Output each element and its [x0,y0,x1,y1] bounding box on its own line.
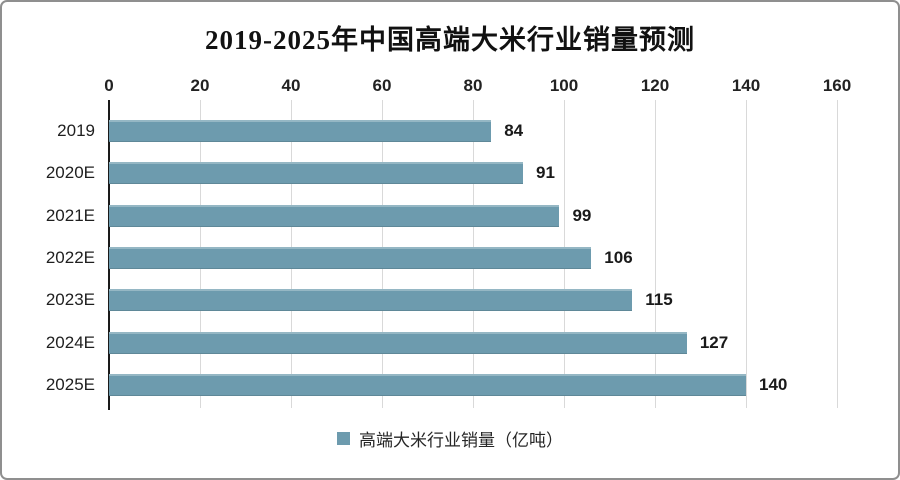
value-label: 84 [504,121,524,141]
value-label: 99 [572,205,592,225]
value-label: 127 [699,332,729,352]
bar-row: 2022E 106 [46,237,837,279]
x-tick-label: 60 [372,76,392,95]
bar-2019 [109,120,492,143]
legend: 高端大米行业销量（亿吨） [2,426,898,450]
category-label: 2022E [45,247,95,267]
bar-row: 2025E 140 [46,364,837,406]
value-label: 140 [759,374,788,394]
x-tick-label: 160 [822,76,852,95]
x-tick-label: 140 [731,76,761,95]
x-tick-label: 120 [640,76,670,95]
bar-row: 2023E 115 [46,279,837,321]
category-label: 2024E [45,332,95,352]
gridline [655,100,656,408]
x-tick-label: 40 [281,76,301,95]
bar-row: 2021E 99 [46,195,837,237]
x-tick-label: 20 [190,76,210,95]
category-label: 2020E [45,163,95,183]
bar-2024e [109,331,687,354]
bar-rows: 2019 84 2020E 91 2021E 99 2022E 106 2023… [46,110,837,406]
x-axis-tick-labels: 0 20 40 60 80 100 120 140 160 [104,72,851,96]
legend-swatch [337,431,350,445]
x-tick-label: 0 [104,76,114,95]
bar-row: 2024E 127 [46,321,837,363]
plot-area: 2019 84 2020E 91 2021E 99 2022E 106 2023… [46,100,838,410]
value-label: 91 [536,163,555,183]
category-label: 2019 [57,121,95,141]
category-label: 2025E [45,374,95,394]
value-label: 106 [604,247,633,267]
category-label: 2023E [45,290,95,310]
bar-2020e [109,162,524,185]
legend-label: 高端大米行业销量（亿吨） [359,430,563,450]
category-label: 2021E [45,205,95,225]
bar-2021e [109,204,560,227]
chart-title: 2019-2025年中国高端大米行业销量预测 [205,25,695,55]
bar-2022e [109,246,592,269]
x-tick-label: 80 [463,76,483,95]
bar-2025e [109,373,746,396]
value-label: 115 [645,290,673,310]
gridline [837,100,838,408]
bar-row: 2020E 91 [46,152,837,194]
bar-row: 2019 84 [57,110,837,152]
bar-2023e [109,289,633,312]
x-tick-label: 100 [549,76,579,95]
gridline [746,100,747,408]
